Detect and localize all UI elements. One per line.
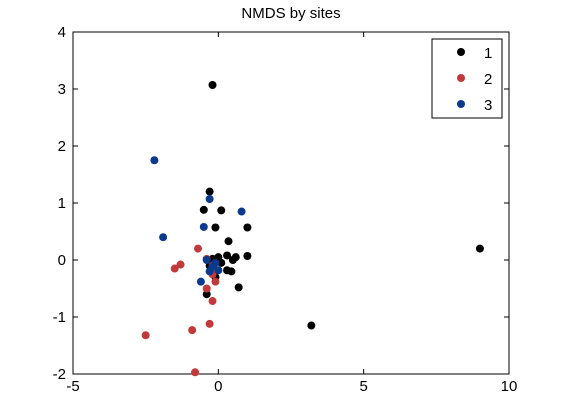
x-tick-label: 10 [501, 378, 518, 395]
data-point [211, 277, 220, 286]
legend-label: 3 [484, 97, 492, 114]
data-point [243, 223, 252, 232]
data-point [224, 237, 233, 246]
y-tick-label: -1 [53, 309, 66, 326]
data-point [205, 187, 214, 196]
y-tick-label: 1 [58, 195, 66, 212]
y-tick-label: 2 [58, 138, 66, 155]
series-3 [150, 156, 246, 286]
data-points [141, 81, 484, 377]
x-tick-label: -5 [66, 378, 79, 395]
x-axis: -5 0 5 10 [66, 32, 517, 395]
data-point [217, 206, 226, 215]
data-point [223, 251, 232, 260]
data-point [141, 331, 150, 340]
chart-title: NMDS by sites [241, 5, 340, 22]
data-point [217, 258, 226, 267]
data-point [237, 207, 246, 216]
data-point [159, 233, 168, 242]
data-point [205, 267, 214, 276]
data-point [234, 283, 243, 292]
data-point [150, 156, 159, 165]
legend-marker [457, 100, 465, 108]
data-point [231, 253, 240, 262]
series-1 [199, 81, 484, 330]
y-tick-label: 3 [58, 81, 66, 98]
data-point [202, 284, 211, 293]
data-point [202, 256, 211, 264]
data-point [176, 260, 185, 269]
data-point [199, 205, 208, 214]
y-axis: -2 -1 0 1 2 3 4 [53, 24, 509, 383]
legend-marker [457, 74, 465, 82]
data-point [208, 81, 217, 90]
data-point [227, 267, 236, 276]
legend-label: 1 [484, 45, 492, 62]
data-point [196, 277, 205, 286]
data-point [205, 195, 214, 204]
legend-marker [457, 48, 465, 56]
data-point [214, 266, 223, 275]
data-point [211, 223, 220, 232]
legend-label: 2 [484, 71, 492, 88]
legend: 1 2 3 [431, 38, 503, 119]
data-point [202, 290, 211, 299]
data-point [199, 222, 208, 231]
data-point [193, 244, 202, 253]
data-point [475, 244, 484, 253]
data-point [205, 319, 214, 328]
data-point [208, 297, 217, 306]
x-tick-label: 0 [214, 378, 222, 395]
data-point [170, 264, 179, 273]
x-tick-label: 5 [359, 378, 367, 395]
data-point [188, 326, 197, 335]
data-point [243, 252, 252, 261]
y-tick-label: 0 [58, 252, 66, 269]
y-tick-label: -2 [53, 366, 66, 383]
data-point [191, 368, 200, 377]
data-point [307, 321, 316, 330]
y-tick-label: 4 [58, 24, 66, 41]
legend-box [431, 38, 503, 119]
